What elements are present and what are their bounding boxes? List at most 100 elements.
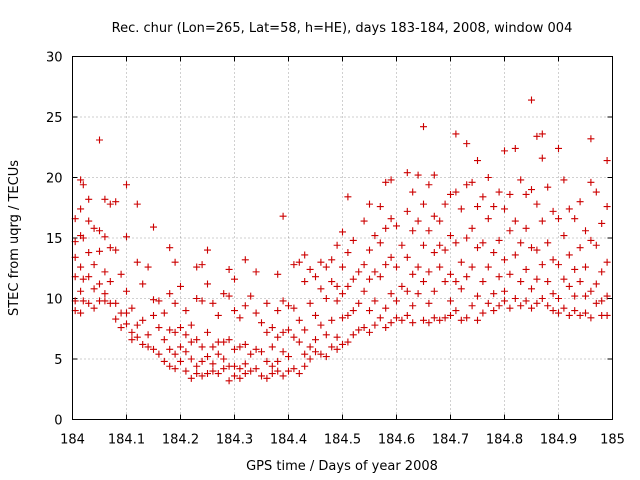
data-point — [511, 295, 519, 302]
data-point — [576, 198, 584, 206]
data-point — [322, 331, 330, 339]
data-point — [204, 353, 211, 361]
data-point — [187, 338, 195, 346]
data-point — [333, 297, 341, 305]
data-point — [177, 324, 184, 332]
data-point — [268, 343, 276, 351]
data-point — [479, 239, 487, 247]
data-point — [409, 188, 417, 196]
data-point — [549, 256, 557, 264]
data-point — [106, 278, 114, 286]
data-point — [376, 314, 384, 322]
data-point — [85, 217, 93, 225]
data-point — [139, 340, 147, 348]
data-point — [133, 321, 141, 329]
data-point — [468, 263, 476, 271]
y-tick-label: 10 — [46, 293, 63, 308]
data-point — [409, 319, 417, 327]
x-tick-label: 184.6 — [378, 433, 415, 448]
data-point — [592, 299, 600, 307]
data-point — [295, 338, 303, 346]
data-point — [414, 263, 422, 271]
data-point — [106, 244, 114, 252]
data-point — [414, 171, 422, 179]
data-point — [247, 367, 255, 375]
data-point — [360, 287, 368, 295]
data-point — [182, 307, 190, 315]
data-point — [479, 278, 487, 286]
data-point — [301, 362, 309, 370]
data-point — [150, 311, 157, 319]
data-point — [484, 174, 492, 181]
data-point — [171, 299, 179, 307]
data-point — [468, 178, 476, 186]
y-tick-labels: 0 5 10 15 20 25 30 — [46, 51, 63, 429]
data-point — [447, 270, 454, 278]
data-point — [198, 343, 206, 351]
data-point — [463, 234, 471, 242]
data-point — [144, 331, 152, 339]
data-point — [560, 232, 568, 240]
data-point — [501, 256, 508, 264]
data-point — [544, 239, 552, 247]
x-tick-label: 184.3 — [216, 433, 253, 448]
data-point — [306, 355, 314, 363]
data-point — [447, 311, 454, 319]
data-point — [490, 249, 498, 257]
data-point — [231, 307, 238, 315]
data-point — [166, 290, 174, 298]
x-tick-label: 184 — [60, 433, 85, 448]
data-point — [279, 348, 287, 356]
data-point — [447, 232, 454, 240]
data-point — [225, 377, 233, 385]
data-point — [150, 345, 157, 353]
data-point — [533, 246, 541, 254]
data-point — [123, 181, 130, 189]
data-point — [90, 285, 98, 293]
y-tick-label: 5 — [54, 353, 62, 368]
data-point — [468, 224, 476, 232]
data-point — [209, 367, 217, 375]
data-point — [533, 132, 541, 140]
data-point — [441, 200, 449, 208]
data-point — [252, 309, 260, 317]
data-point — [344, 193, 352, 201]
data-point — [538, 130, 546, 138]
data-point — [517, 176, 525, 184]
data-point — [79, 297, 87, 305]
data-point — [376, 273, 384, 281]
data-point — [576, 278, 584, 286]
data-point — [560, 304, 568, 312]
data-point — [349, 275, 357, 283]
data-point — [252, 268, 260, 276]
data-point — [101, 290, 109, 298]
data-point — [484, 299, 492, 307]
data-point — [79, 181, 87, 189]
data-point — [171, 258, 179, 266]
data-point — [565, 251, 573, 259]
data-point — [544, 278, 552, 286]
data-point — [198, 372, 206, 380]
data-point — [501, 205, 508, 213]
data-point — [171, 328, 179, 336]
data-point — [598, 219, 606, 227]
data-point — [533, 275, 541, 283]
data-point — [522, 224, 530, 232]
chart-title: Rec. chur (Lon=265, Lat=58, h=HE), days … — [112, 21, 573, 36]
data-point — [117, 270, 125, 278]
data-point — [279, 328, 287, 336]
data-point — [474, 203, 481, 211]
data-point — [387, 319, 395, 327]
data-point — [295, 258, 303, 266]
data-point — [285, 367, 292, 375]
data-point — [101, 233, 109, 241]
data-point — [231, 345, 238, 353]
data-point — [268, 362, 276, 370]
data-point — [128, 328, 136, 336]
data-point — [517, 239, 525, 247]
data-point — [495, 273, 503, 281]
data-point — [241, 370, 249, 378]
data-point — [528, 96, 535, 104]
data-point — [511, 251, 519, 259]
data-point — [457, 258, 465, 266]
